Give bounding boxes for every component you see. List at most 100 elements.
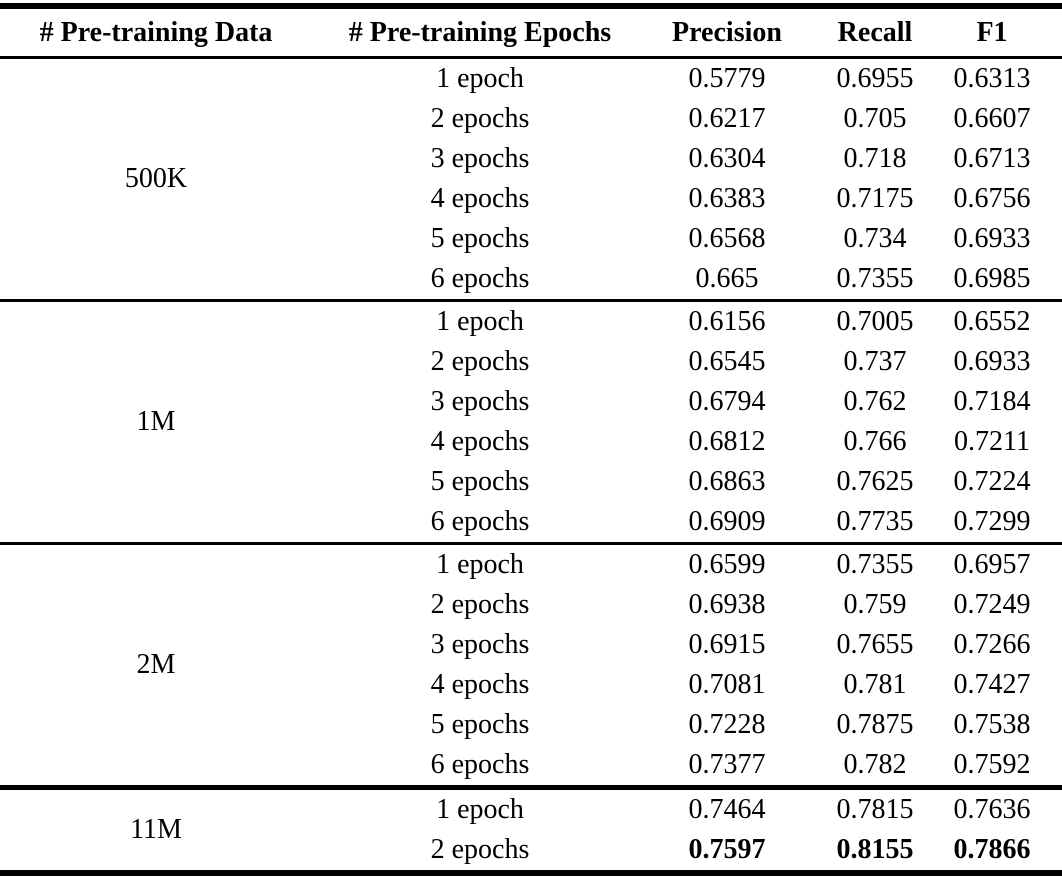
recall-cell: 0.7735 <box>836 506 914 537</box>
epochs-cell: 6 epochs <box>430 506 530 537</box>
table-row: 11M 1 epoch 0.7464 0.7815 0.7636 <box>0 788 1062 845</box>
f1-cell: 0.7636 <box>953 794 1031 825</box>
recall-cell: 0.7355 <box>836 549 914 580</box>
table-row: 3 epochs 0.6304 0.718 0.6713 <box>0 139 1062 179</box>
epochs-cell: 2 epochs <box>430 346 530 377</box>
header-recall: Recall <box>806 6 944 59</box>
table-row: 6 epochs 0.6909 0.7735 0.7299 <box>0 502 1062 544</box>
epochs-cell: 1 epoch <box>436 549 524 580</box>
f1-cell: 0.6552 <box>953 306 1031 337</box>
table-row: 5 epochs 0.6568 0.734 0.6933 <box>0 219 1062 259</box>
recall-cell: 0.7655 <box>836 629 914 660</box>
precision-cell: 0.6156 <box>688 306 766 337</box>
precision-cell: 0.6794 <box>688 386 766 417</box>
recall-cell: 0.766 <box>843 426 907 457</box>
epochs-cell: 2 epochs <box>430 103 530 134</box>
results-table: # Pre-training Data # Pre-training Epoch… <box>0 3 1062 876</box>
precision-cell: 0.6812 <box>688 426 766 457</box>
table-row: 5 epochs 0.7228 0.7875 0.7538 <box>0 705 1062 745</box>
f1-cell: 0.6607 <box>953 103 1031 134</box>
recall-cell: 0.781 <box>843 669 907 700</box>
f1-cell: 0.7866 <box>953 834 1031 865</box>
header-f1: F1 <box>944 6 1062 59</box>
epochs-cell: 3 epochs <box>430 386 530 417</box>
precision-cell: 0.6909 <box>688 506 766 537</box>
recall-cell: 0.7355 <box>836 263 914 294</box>
table-header: # Pre-training Data # Pre-training Epoch… <box>0 6 1062 59</box>
precision-cell: 0.6863 <box>688 466 766 497</box>
epochs-cell: 4 epochs <box>430 183 530 214</box>
recall-cell: 0.705 <box>843 103 907 134</box>
header-row: # Pre-training Data # Pre-training Epoch… <box>0 6 1062 59</box>
f1-cell: 0.6933 <box>953 223 1031 254</box>
epochs-cell: 1 epoch <box>436 306 524 337</box>
epochs-cell: 2 epochs <box>430 834 530 865</box>
f1-cell: 0.7538 <box>953 709 1031 740</box>
table-row: 2 epochs 0.6938 0.759 0.7249 <box>0 585 1062 625</box>
epochs-cell: 4 epochs <box>430 669 530 700</box>
recall-cell: 0.6955 <box>836 63 914 94</box>
table-row: 2 epochs 0.7597 0.8155 0.7866 <box>0 830 1062 873</box>
group-500k: 500K 1 epoch 0.5779 0.6955 0.6313 2 epochs 0.6… <box>0 57 1062 301</box>
recall-cell: 0.7175 <box>836 183 914 214</box>
epochs-cell: 3 epochs <box>430 143 530 174</box>
recall-cell: 0.7815 <box>836 794 914 825</box>
precision-cell: 0.6304 <box>688 143 766 174</box>
epochs-cell: 5 epochs <box>430 223 530 254</box>
recall-cell: 0.759 <box>843 589 907 620</box>
table-row: 6 epochs 0.665 0.7355 0.6985 <box>0 259 1062 301</box>
recall-cell: 0.7875 <box>836 709 914 740</box>
header-precision: Precision <box>648 6 806 59</box>
epochs-cell: 6 epochs <box>430 263 530 294</box>
recall-cell: 0.718 <box>843 143 907 174</box>
precision-cell: 0.6599 <box>688 549 766 580</box>
pretraining-data-cell: 11M <box>130 814 182 845</box>
epochs-cell: 5 epochs <box>430 709 530 740</box>
recall-cell: 0.8155 <box>836 834 914 865</box>
precision-cell: 0.6383 <box>688 183 766 214</box>
epochs-cell: 2 epochs <box>430 589 530 620</box>
precision-cell: 0.6545 <box>688 346 766 377</box>
table-row: 3 epochs 0.6794 0.762 0.7184 <box>0 382 1062 422</box>
precision-cell: 0.7597 <box>688 834 766 865</box>
table-row: 2 epochs 0.6217 0.705 0.6607 <box>0 99 1062 139</box>
recall-cell: 0.782 <box>843 749 907 780</box>
f1-cell: 0.7299 <box>953 506 1031 537</box>
epochs-cell: 5 epochs <box>430 466 530 497</box>
precision-cell: 0.6217 <box>688 103 766 134</box>
f1-cell: 0.6313 <box>953 63 1031 94</box>
table-row: 2M 1 epoch 0.6599 0.7355 0.6957 <box>0 544 1062 680</box>
pretraining-data-cell: 1M <box>136 406 176 437</box>
header-pretraining-data: # Pre-training Data <box>0 6 312 59</box>
table-row: 4 epochs 0.7081 0.781 0.7427 <box>0 665 1062 705</box>
epochs-cell: 1 epoch <box>436 794 524 825</box>
f1-cell: 0.6756 <box>953 183 1031 214</box>
group-1m: 1M 1 epoch 0.6156 0.7005 0.6552 2 epochs 0.654… <box>0 300 1062 544</box>
f1-cell: 0.7266 <box>953 629 1031 660</box>
precision-cell: 0.6915 <box>688 629 766 660</box>
precision-cell: 0.7464 <box>688 794 766 825</box>
precision-cell: 0.7377 <box>688 749 766 780</box>
table-row: 4 epochs 0.6383 0.7175 0.6756 <box>0 179 1062 219</box>
epochs-cell: 1 epoch <box>436 63 524 94</box>
precision-cell: 0.7081 <box>688 669 766 700</box>
f1-cell: 0.7184 <box>953 386 1031 417</box>
f1-cell: 0.6713 <box>953 143 1031 174</box>
epochs-cell: 3 epochs <box>430 629 530 660</box>
recall-cell: 0.737 <box>843 346 907 377</box>
f1-cell: 0.6933 <box>953 346 1031 377</box>
precision-cell: 0.6938 <box>688 589 766 620</box>
group-2m: 2M 1 epoch 0.6599 0.7355 0.6957 2 epochs 0.693… <box>0 543 1062 788</box>
recall-cell: 0.7625 <box>836 466 914 497</box>
epochs-cell: 6 epochs <box>430 749 530 780</box>
table-row: 3 epochs 0.6915 0.7655 0.7266 <box>0 625 1062 665</box>
f1-cell: 0.7211 <box>954 426 1030 457</box>
precision-cell: 0.5779 <box>688 63 766 94</box>
recall-cell: 0.762 <box>843 386 907 417</box>
epochs-cell: 4 epochs <box>430 426 530 457</box>
table-row: 6 epochs 0.7377 0.782 0.7592 <box>0 745 1062 788</box>
precision-cell: 0.7228 <box>688 709 766 740</box>
f1-cell: 0.7224 <box>953 466 1031 497</box>
precision-cell: 0.6568 <box>688 223 766 254</box>
